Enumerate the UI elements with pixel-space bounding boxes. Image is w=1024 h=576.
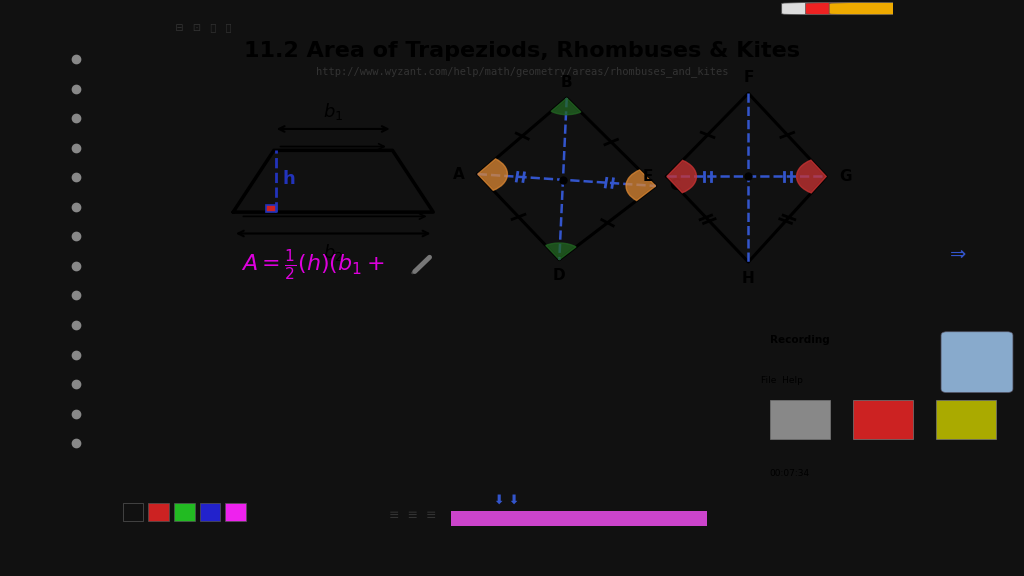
- Text: ≡  ≡  ≡: ≡ ≡ ≡: [389, 509, 436, 522]
- Bar: [451, 511, 707, 526]
- Wedge shape: [551, 98, 581, 115]
- Text: C: C: [669, 179, 680, 194]
- Bar: [123, 503, 143, 521]
- Text: File  Help: File Help: [761, 377, 803, 385]
- Text: 00:07:34: 00:07:34: [770, 469, 810, 478]
- Bar: [225, 503, 246, 521]
- FancyBboxPatch shape: [781, 3, 874, 15]
- Text: ⇒: ⇒: [950, 245, 967, 264]
- Text: 🗔  Workspace Annotation - A Geom 11.1 & 11.2 Area of Polygons.gwb, Page 6/10 [Zo: 🗔 Workspace Annotation - A Geom 11.1 & 1…: [166, 4, 535, 13]
- Wedge shape: [626, 170, 655, 200]
- Text: G: G: [840, 169, 852, 184]
- Text: D: D: [553, 268, 565, 283]
- Text: E: E: [643, 169, 653, 184]
- Wedge shape: [797, 160, 826, 193]
- FancyBboxPatch shape: [941, 332, 1013, 392]
- Text: http://www.wyzant.com/help/math/geometry/areas/rhombuses_and_kites: http://www.wyzant.com/help/math/geometry…: [316, 66, 728, 77]
- Bar: [770, 400, 830, 439]
- Wedge shape: [478, 159, 508, 190]
- Text: $b_1$: $b_1$: [323, 101, 343, 122]
- Bar: [174, 503, 195, 521]
- Text: h: h: [282, 170, 295, 188]
- Text: H: H: [742, 271, 755, 286]
- Text: A: A: [453, 166, 465, 181]
- Text: $b_2$: $b_2$: [324, 242, 343, 263]
- Bar: [148, 503, 169, 521]
- Text: ⊟   ⊡   📋   🖼: ⊟ ⊡ 📋 🖼: [166, 22, 231, 32]
- Bar: [936, 400, 996, 439]
- Text: F: F: [743, 70, 754, 85]
- FancyBboxPatch shape: [829, 3, 922, 15]
- Text: Recording: Recording: [770, 335, 829, 346]
- FancyBboxPatch shape: [806, 3, 898, 15]
- Text: 11.2 Area of Trapeziods, Rhombuses & Kites: 11.2 Area of Trapeziods, Rhombuses & Kit…: [245, 40, 800, 60]
- Wedge shape: [546, 243, 575, 260]
- Wedge shape: [667, 160, 696, 193]
- Text: B: B: [561, 74, 572, 89]
- Bar: [200, 503, 220, 521]
- Bar: [265, 206, 276, 212]
- Text: ⬇ ⬇: ⬇ ⬇: [495, 494, 519, 507]
- Text: $A = \frac{1}{2}(h)(b_1 +$: $A = \frac{1}{2}(h)(b_1 +$: [241, 247, 384, 282]
- Bar: [853, 400, 913, 439]
